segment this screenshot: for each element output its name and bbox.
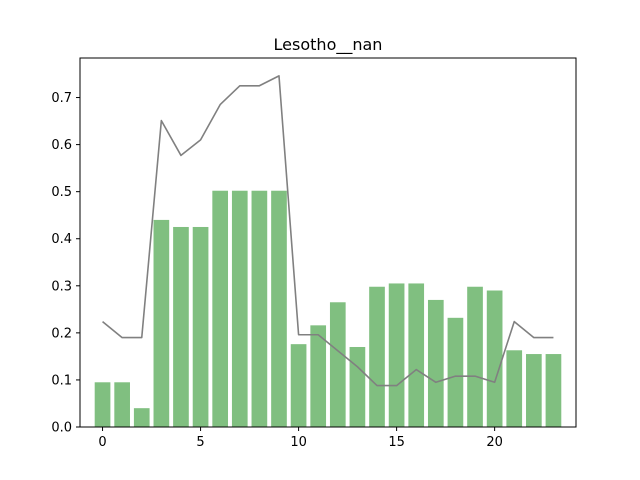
bar-9: [271, 190, 287, 427]
plot-frame: [79, 57, 577, 428]
bar-7: [231, 190, 248, 427]
y-tick-label: 0.0: [51, 421, 72, 436]
bar-5: [192, 226, 209, 427]
x-tick-label: 20: [486, 435, 503, 450]
y-tick-label: 0.1: [51, 373, 72, 388]
bar-18: [447, 317, 464, 427]
bar-0: [94, 382, 111, 427]
x-tick-label: 0: [98, 435, 106, 450]
bar-3: [153, 219, 170, 427]
bar-11: [310, 325, 327, 427]
bar-14: [369, 286, 385, 427]
bar-12: [329, 302, 346, 427]
line-series: [102, 75, 554, 387]
bar-1: [114, 382, 130, 427]
bar-13: [349, 346, 366, 427]
x-tick-label: 5: [196, 435, 204, 450]
y-tick-label: 0.3: [51, 279, 72, 294]
y-tick-label: 0.2: [51, 326, 72, 341]
y-axis: 0.0 0.1 0.2 0.3 0.4 0.5 0.6 0.7: [51, 91, 80, 436]
bar-8: [251, 190, 268, 427]
x-tick-label: 10: [290, 435, 307, 450]
y-tick-label: 0.6: [51, 138, 72, 153]
bar-series: [94, 190, 562, 427]
bar-2: [133, 408, 150, 427]
y-tick-label: 0.4: [51, 232, 72, 247]
bar-21: [506, 350, 523, 427]
bar-19: [467, 286, 483, 427]
bar-15: [388, 283, 405, 427]
chart-title: Lesotho__nan: [274, 35, 383, 55]
bar-17: [427, 299, 444, 427]
x-tick-label: 15: [388, 435, 405, 450]
bar-4: [173, 226, 189, 427]
bar-23: [545, 354, 562, 427]
bar-6: [212, 190, 229, 427]
bar-10: [290, 344, 307, 427]
x-axis: 0 5 10 15 20: [98, 427, 503, 450]
bar-22: [526, 354, 542, 427]
bar-20: [486, 290, 503, 427]
y-tick-label: 0.5: [51, 185, 72, 200]
line-path: [102, 75, 554, 387]
y-tick-label: 0.7: [51, 91, 72, 106]
bar-16: [408, 283, 425, 427]
